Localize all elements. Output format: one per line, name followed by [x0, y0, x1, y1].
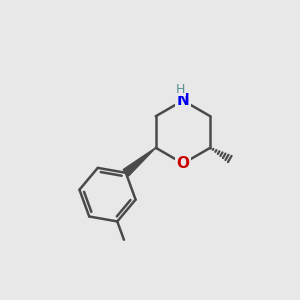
Text: H: H [176, 82, 185, 96]
Text: O: O [176, 156, 190, 171]
Text: N: N [177, 93, 189, 108]
Polygon shape [123, 148, 156, 176]
